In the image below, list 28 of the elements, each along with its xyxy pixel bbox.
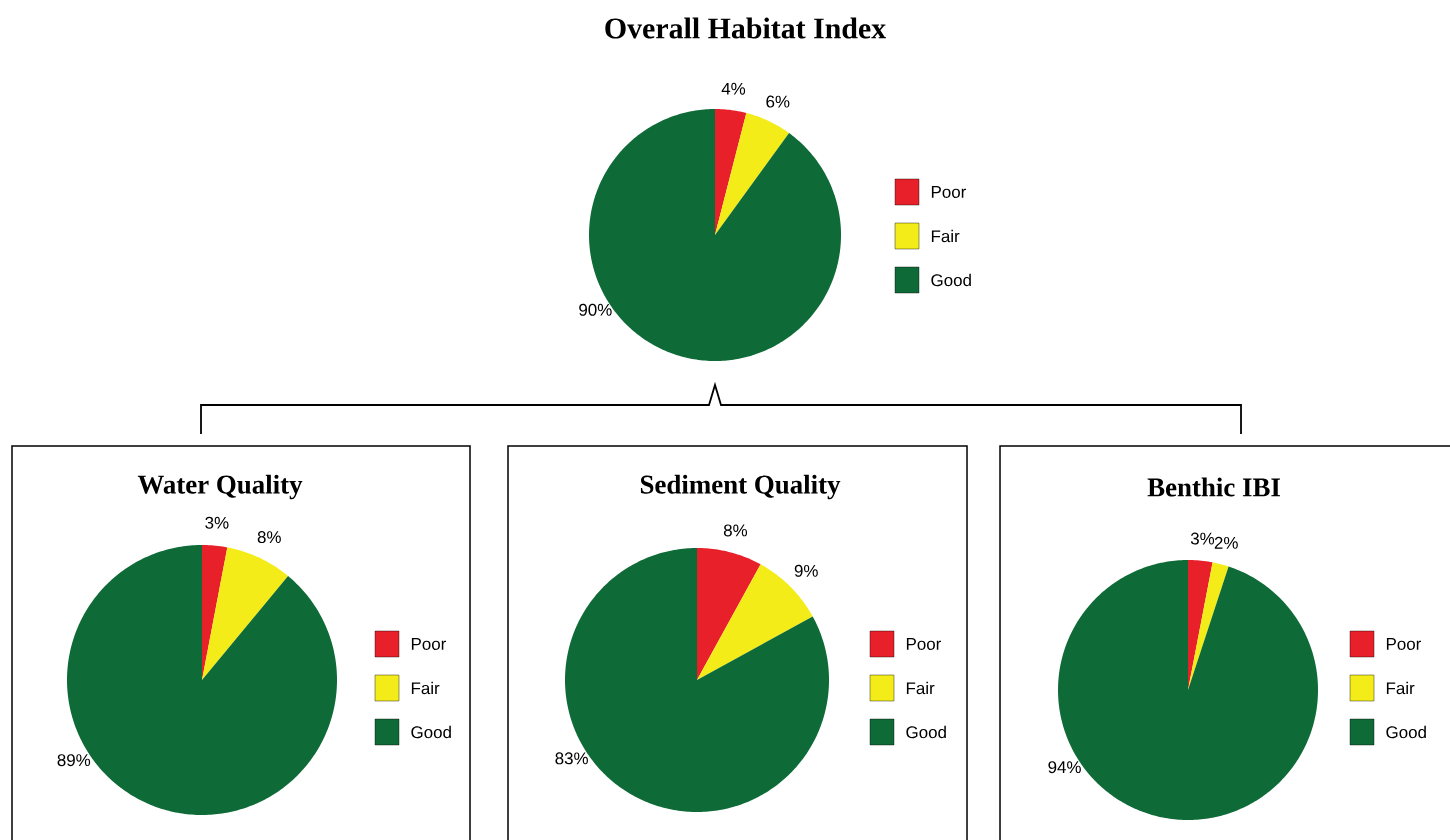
data-label: 90% bbox=[579, 303, 612, 316]
legend-label: Fair bbox=[411, 681, 440, 695]
data-label: 3% bbox=[205, 516, 229, 529]
data-label: 6% bbox=[766, 95, 790, 108]
data-label: 2% bbox=[1214, 536, 1238, 549]
chart-title: Sediment Quality bbox=[640, 474, 841, 500]
legend-label: Poor bbox=[906, 638, 942, 650]
legend-label: Good bbox=[1386, 725, 1426, 739]
data-label: 9% bbox=[794, 564, 818, 577]
data-label: 8% bbox=[723, 524, 748, 537]
legend-label: Poor bbox=[1386, 638, 1422, 650]
chart-title: Overall Habitat Index bbox=[605, 17, 886, 39]
data-label: 83% bbox=[555, 752, 588, 765]
legend-label: Good bbox=[906, 725, 946, 739]
legend-label: Poor bbox=[931, 186, 967, 198]
chart-title: Benthic IBI bbox=[1147, 477, 1280, 497]
legend-label: Good bbox=[411, 725, 451, 739]
legend-label: Fair bbox=[931, 229, 960, 243]
data-label: 4% bbox=[721, 82, 746, 95]
data-label: 8% bbox=[257, 531, 281, 544]
legend-label: Poor bbox=[411, 638, 447, 650]
data-label: 89% bbox=[57, 754, 91, 767]
chart-title: Water Quality bbox=[137, 474, 303, 500]
legend-label: Fair bbox=[906, 681, 935, 695]
legend-label: Fair bbox=[1386, 681, 1415, 695]
data-label: 3% bbox=[1190, 532, 1215, 545]
legend-label: Good bbox=[931, 273, 971, 287]
data-label: 94% bbox=[1048, 761, 1081, 774]
